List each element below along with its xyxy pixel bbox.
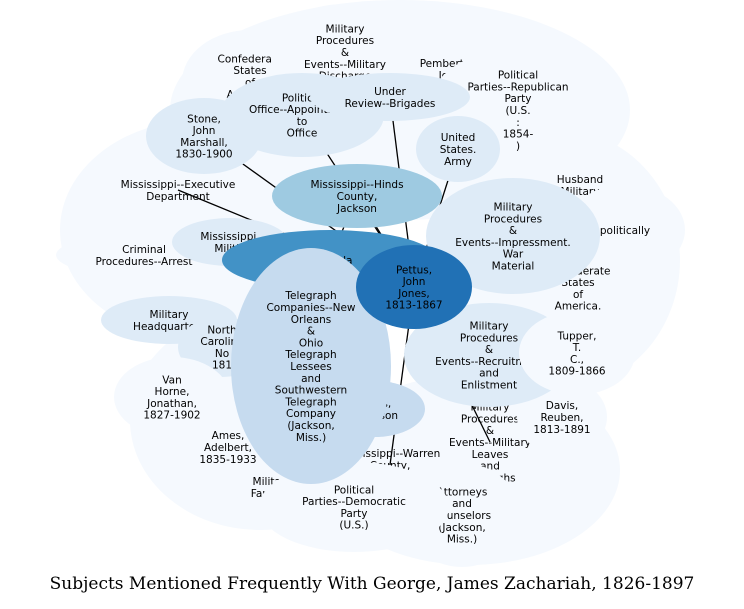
bubble-label-ames-adelbert: Ames, Adelbert, 1835-1933 bbox=[199, 430, 256, 466]
bubble-shape-van-horne-jonathan bbox=[114, 357, 230, 437]
bubble-label-mississippi-hinds-county-jackson: Mississippi--Hinds County, Jackson bbox=[310, 179, 403, 215]
bubble-shape-political-parties-democratic bbox=[259, 462, 449, 552]
bubble-label-politically: politically bbox=[600, 225, 650, 237]
bubble-shape-tupper-t-c bbox=[519, 311, 635, 395]
bubble-label-telegraph-companies: Telegraph Companies--New Orleans & Ohio Teleg… bbox=[266, 290, 355, 444]
diagram-title: Subjects Mentioned Frequently With Georg… bbox=[49, 574, 695, 594]
bubble-mississippi-hinds-county-jackson: Mississippi--Hinds County, Jackson bbox=[272, 164, 442, 228]
bubble-political-parties-democratic: Political Parties--Democratic Party (U.S.) bbox=[259, 462, 449, 552]
bubble-military-procedures-impressment: Military Procedures & Events--Impressment. W… bbox=[426, 178, 600, 294]
bubble-label-political-parties-democratic: Political Parties--Democratic Party (U.S.) bbox=[302, 484, 406, 531]
bubble-label-van-horne-jonathan: Van Horne, Jonathan, 1827-1902 bbox=[143, 374, 200, 421]
bubble-shape-united-states-army bbox=[416, 116, 500, 182]
bubble-under-review-brigades: Under Review--Brigades bbox=[310, 73, 470, 121]
bubble-shape-pettus-john-jones bbox=[356, 245, 472, 329]
bubble-label-davis-reuben: Davis, Reuben, 1813-1891 bbox=[533, 400, 590, 436]
bubble-shape-under-review-brigades bbox=[310, 73, 470, 121]
bubble-shape-davis-reuben bbox=[517, 379, 607, 455]
bubble-label-political-parties-republican: Political Parties--Republican Party (U.S.:1… bbox=[467, 70, 568, 153]
bubble-van-horne-jonathan: Van Horne, Jonathan, 1827-1902 bbox=[114, 357, 230, 437]
bubble-pettus-john-jones: Pettus, John Jones, 1813-1867 bbox=[356, 245, 472, 329]
bubble-label-mississippi-executive-department: Mississippi--Executive Department bbox=[121, 179, 236, 203]
bubble-united-states-army: United States. Army bbox=[416, 116, 500, 182]
bubble-label-criminal-procedures-arrest: Criminal Procedures--Arrest bbox=[95, 244, 192, 268]
bubble-label-united-states-army: United States. Army bbox=[440, 132, 477, 168]
bubble-label-under-review-brigades: Under Review--Brigades bbox=[345, 86, 436, 110]
bubble-label-military-procedures-recruitment: Military Procedures & Events--Recruitment an… bbox=[435, 321, 543, 392]
bubble-davis-reuben: Davis, Reuben, 1813-1891 bbox=[517, 379, 607, 455]
bubble-label-tupper-t-c: Tupper, T. C., 1809-1866 bbox=[548, 330, 606, 377]
bubble-shape-mississippi-hinds-county-jackson bbox=[272, 164, 442, 228]
bubble-label-military-procedures-impressment: Military Procedures & Events--Impressment. W… bbox=[455, 202, 570, 273]
bubble-telegraph-companies: Telegraph Companies--New Orleans & Ohio Teleg… bbox=[231, 248, 391, 484]
bubble-label-pettus-john-jones: Pettus, John Jones, 1813-1867 bbox=[385, 264, 442, 311]
bubble-shape-telegraph-companies bbox=[231, 248, 391, 484]
bubble-label-stone-john-marshall: Stone, John Marshall, 1830-1900 bbox=[175, 113, 232, 160]
bubble-shape-military-procedures-impressment bbox=[426, 178, 600, 294]
bubble-tupper-t-c: Tupper, T. C., 1809-1866 bbox=[519, 311, 635, 395]
bubble-label-military-procedures-military-discharge: Military Procedures & Events--Military Disch… bbox=[304, 23, 386, 82]
